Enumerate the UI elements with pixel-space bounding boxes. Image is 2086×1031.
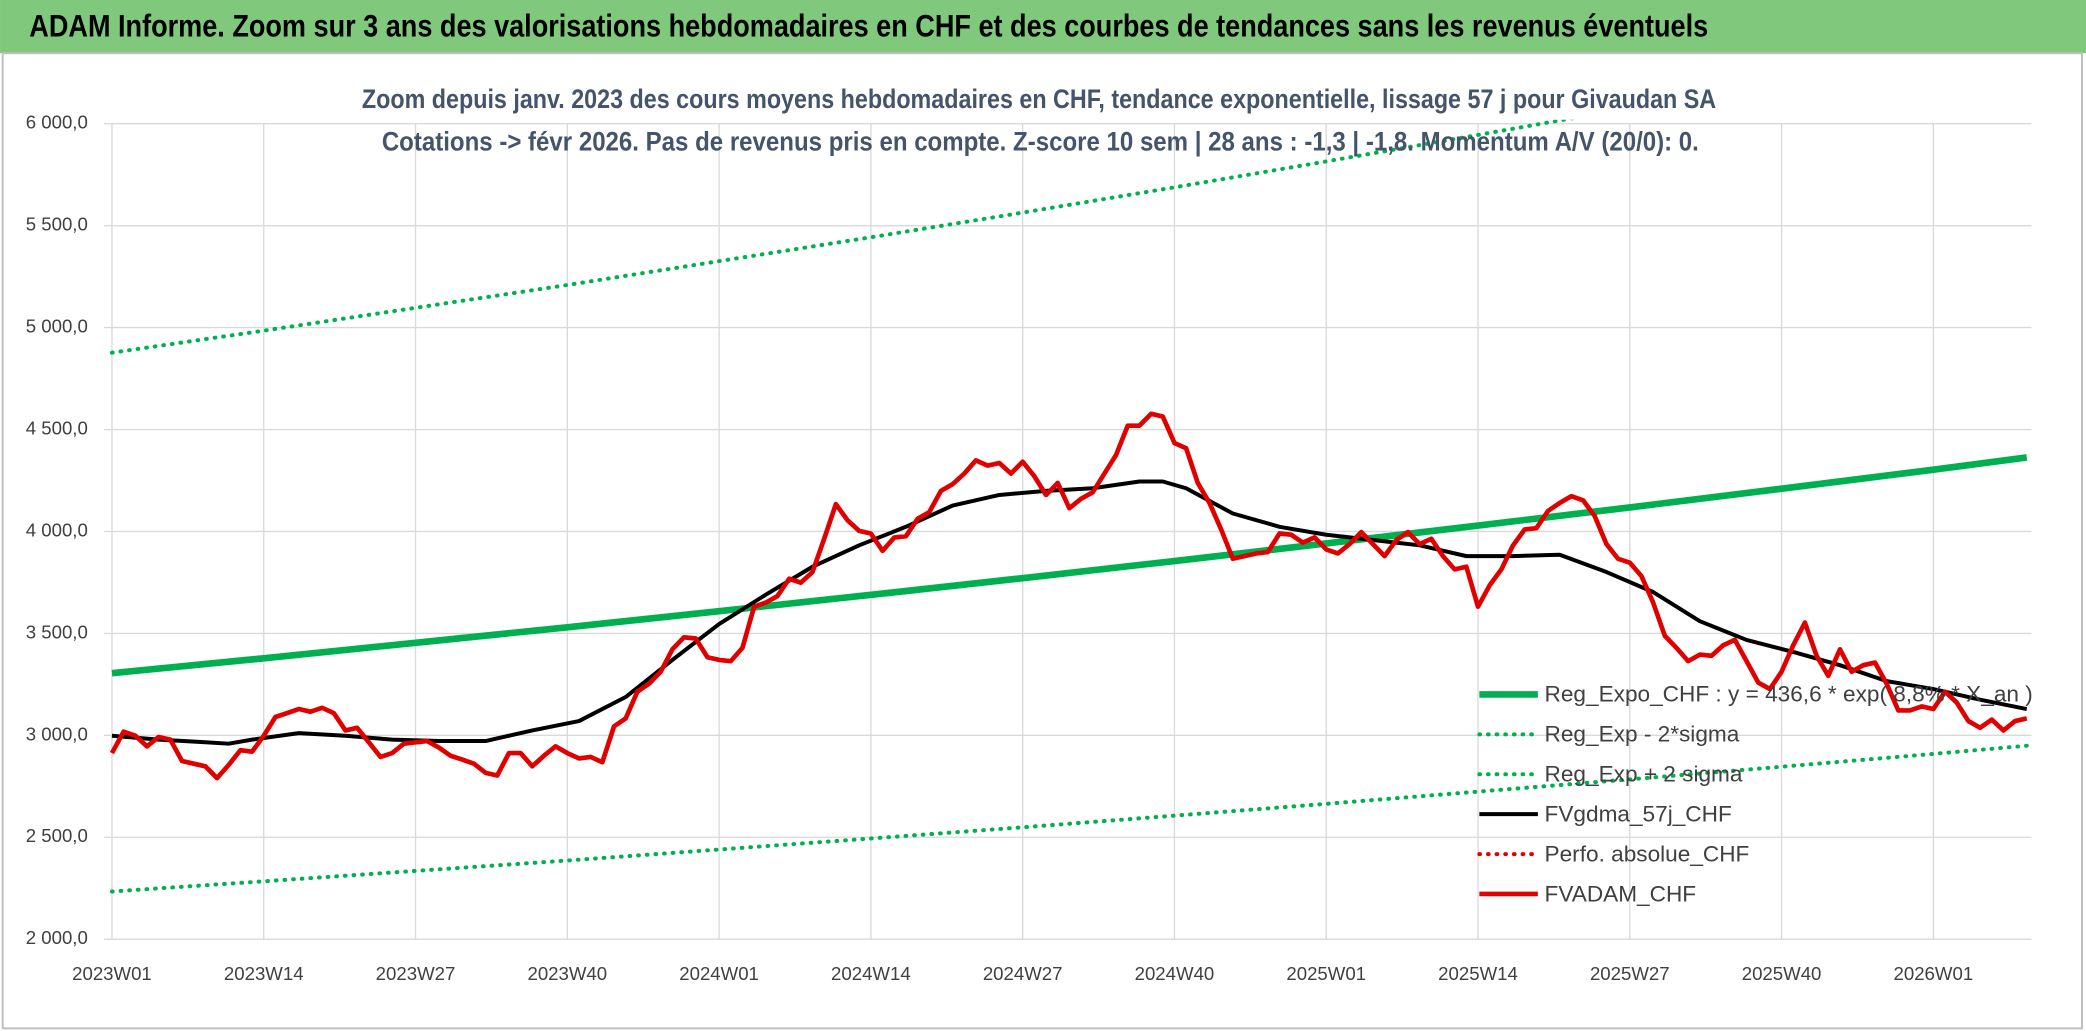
y-tick-label: 4 000,0 [26, 519, 88, 540]
y-tick-label: 4 500,0 [26, 417, 88, 438]
legend-label: Perfo. absolue_CHF [1545, 841, 1750, 866]
grid [103, 123, 2032, 940]
x-tick-label: 2024W01 [679, 963, 759, 984]
y-tick-label: 5 000,0 [26, 316, 88, 337]
series-line [111, 454, 2028, 677]
chart-title: Zoom depuis janv. 2023 des cours moyens … [362, 84, 1716, 114]
y-tick-label: 5 500,0 [26, 214, 88, 235]
legend-label: FVADAM_CHF [1545, 881, 1697, 906]
x-tick-label: 2025W14 [1438, 963, 1518, 984]
x-tick-label: 2025W27 [1590, 963, 1670, 984]
x-tick-label: 2023W40 [527, 963, 607, 984]
x-tick-label: 2023W27 [376, 963, 456, 984]
x-tick-label: 2026W01 [1894, 963, 1974, 984]
series-line [111, 479, 2028, 746]
series-line [109, 743, 2029, 894]
y-tick-label: 6 000,0 [26, 112, 88, 133]
x-tick-label: 2024W27 [983, 963, 1063, 984]
y-tick-label: 2 000,0 [26, 927, 88, 948]
chart-frame [1, 52, 2083, 1030]
y-tick-label: 2 500,0 [26, 825, 88, 846]
x-tick-label: 2025W01 [1286, 963, 1366, 984]
legend-label: Reg_Exp - 2*sigma [1545, 722, 1740, 747]
header-bar [0, 0, 2086, 54]
axes: 2 000,0 2 500,0 3 000,0 3 500,0 4 000,0 4 500… [26, 112, 1973, 984]
legend-label: FVgdma_57j_CHF [1545, 801, 1732, 826]
legend: Reg_Expo_CHF : y = 436,6 * exp( 8,8% * X… [1477, 682, 2033, 906]
x-tick-label: 2024W40 [1135, 963, 1215, 984]
header-title: ADAM Informe. Zoom sur 3 ans des valoris… [29, 7, 1708, 43]
plot-lines [109, 119, 2029, 894]
y-tick-label: 3 500,0 [26, 621, 88, 642]
series-line [109, 411, 2028, 781]
x-tick-label: 2023W14 [224, 963, 304, 984]
y-tick-label: 3 000,0 [26, 723, 88, 744]
x-tick-label: 2024W14 [831, 963, 911, 984]
chart-subtitle: Cotations -> févr 2026. Pas de revenus p… [382, 127, 1699, 157]
x-tick-label: 2025W40 [1742, 963, 1822, 984]
x-tick-label: 2023W01 [72, 963, 152, 984]
legend-label: Reg_Expo_CHF : y = 436,6 * exp( 8,8% * X… [1545, 682, 2033, 707]
legend-label: Reg_Exp + 2 sigma [1545, 762, 1743, 787]
